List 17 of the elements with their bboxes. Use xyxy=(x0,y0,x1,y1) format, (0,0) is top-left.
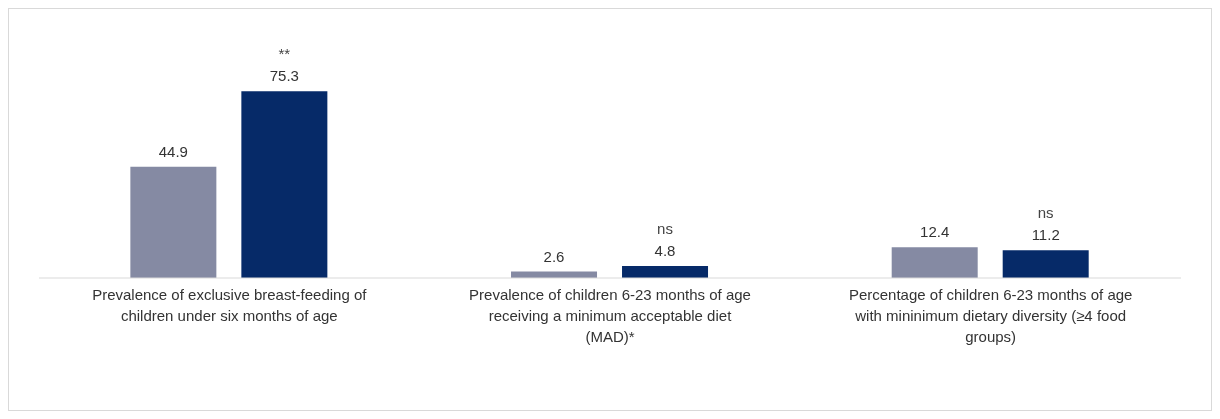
x-tick-label: Prevalence of exclusive breast-feeding of children under six months of age xyxy=(92,286,368,324)
text: ** xyxy=(278,45,291,63)
annotation: ns xyxy=(657,220,673,238)
bar xyxy=(622,266,709,278)
bar xyxy=(891,247,978,278)
data-label: 12.4 xyxy=(920,223,950,241)
bar xyxy=(130,166,217,278)
x-tick-label: Prevalence of children 6-23 months of age receiving a minimum acceptable diet (MAD)* xyxy=(469,286,751,345)
bar xyxy=(1002,250,1089,278)
annotation: ns xyxy=(1037,204,1054,222)
data-label: 11.2 xyxy=(1031,226,1060,244)
data-label: 2.6 xyxy=(543,247,565,265)
data-label: 44.9 xyxy=(158,142,188,160)
x-tick-label: Percentage of children 6-23 months of age with mininimum dietary diversity (≥4 food groups) xyxy=(848,286,1133,345)
data-label: 4.8 xyxy=(654,242,676,260)
data-label: 75.3 xyxy=(269,67,299,85)
bar xyxy=(241,91,328,278)
